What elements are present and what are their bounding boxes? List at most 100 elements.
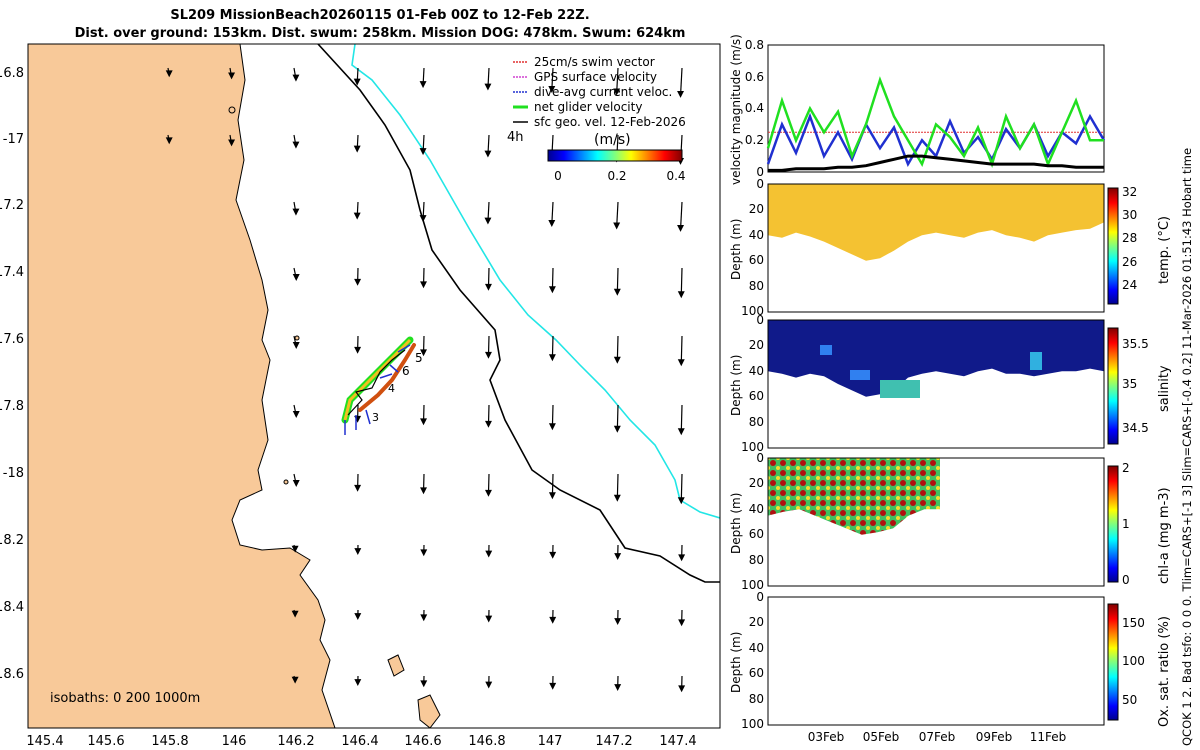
velocity-arrow-head bbox=[420, 549, 428, 557]
depth-tick: 20 bbox=[749, 476, 764, 490]
isobath-1000m bbox=[351, 44, 720, 519]
velocity-arrow bbox=[680, 404, 683, 433]
x-tick: 146.8 bbox=[468, 734, 505, 749]
depth-tick: 60 bbox=[749, 527, 764, 541]
salinity-panel bbox=[767, 319, 1119, 449]
depth-tick: 80 bbox=[749, 279, 764, 293]
y-tick: 17.8 bbox=[0, 399, 24, 414]
velocity-arrow-head bbox=[292, 74, 300, 82]
velocity-arrow-head bbox=[678, 619, 686, 627]
velocity-arrow-head bbox=[353, 212, 361, 220]
cbar-tick: 26 bbox=[1122, 255, 1137, 269]
velocity-panel: 0 0.2 0.4 0.6 0.8 velocity magnitude (m/… bbox=[730, 34, 1106, 185]
track-label-4: 4 bbox=[388, 382, 395, 395]
velocity-arrow-head bbox=[613, 88, 621, 96]
velocity-arrow-head bbox=[484, 83, 492, 91]
date-axis: 03Feb 05Feb 07Feb 09Feb 11Feb bbox=[808, 730, 1067, 744]
velocity-arrow-head bbox=[354, 548, 362, 556]
velocity-arrow-head bbox=[165, 70, 173, 78]
y-tick: 17.6 bbox=[0, 332, 24, 347]
map-frame bbox=[27, 43, 721, 729]
date-tick: 07Feb bbox=[919, 730, 956, 744]
track-label-3: 3 bbox=[372, 411, 379, 424]
track-label-5: 5 bbox=[415, 351, 423, 365]
x-tick: 145.6 bbox=[87, 734, 124, 749]
velocity-arrow-head bbox=[548, 286, 556, 294]
velocity-arrow-head bbox=[484, 217, 492, 225]
glider-track bbox=[341, 336, 416, 435]
speed-colorbar-ticks: 0 0.2 0.4 bbox=[554, 169, 685, 183]
date-tick: 05Feb bbox=[863, 730, 900, 744]
velocity-arrow-head bbox=[291, 610, 299, 618]
depth-tick: 80 bbox=[749, 692, 764, 706]
x-tick: 147.2 bbox=[595, 734, 632, 749]
velocity-arrow-head bbox=[420, 614, 428, 622]
legend-item: sfc geo. vel. 12-Feb-2026 bbox=[534, 115, 686, 129]
temperature-panel bbox=[767, 183, 1119, 313]
depth-tick: 0 bbox=[756, 313, 764, 327]
velocity-arrow-head bbox=[548, 220, 556, 227]
vel-y-tick: 0.6 bbox=[745, 70, 764, 84]
depth-ylabel: Depth (m) bbox=[730, 355, 743, 416]
velocity-arrow-head bbox=[420, 418, 428, 426]
velocity-arrow-head bbox=[484, 489, 492, 497]
depth-tick: 40 bbox=[749, 502, 764, 516]
velocity-arrow-head bbox=[549, 682, 557, 690]
velocity-arrow-head bbox=[614, 618, 622, 626]
velocity-arrow-head bbox=[292, 274, 300, 281]
velocity-arrow-head bbox=[548, 354, 556, 362]
x-tick: 146 bbox=[222, 734, 247, 749]
velocity-arrow-head bbox=[613, 222, 621, 230]
velocity-arrow-head bbox=[419, 215, 427, 223]
vel-y-tick: 0 bbox=[756, 165, 764, 179]
cbar-tick: 50 bbox=[1122, 693, 1137, 707]
velocity-arrow-head bbox=[677, 291, 685, 299]
legend-item: GPS surface velocity bbox=[534, 70, 657, 84]
depth-tick: 100 bbox=[741, 717, 764, 731]
chart-title-line2: Dist. over ground: 153km. Dist. swum: 25… bbox=[74, 26, 686, 41]
date-tick: 09Feb bbox=[976, 730, 1013, 744]
velocity-arrow-head bbox=[354, 484, 362, 492]
velocity-arrow-head bbox=[353, 145, 361, 153]
depth-tick: 40 bbox=[749, 641, 764, 655]
isobath-200m bbox=[317, 44, 720, 583]
depth-tick: 100 bbox=[741, 304, 764, 318]
y-tick: -17 bbox=[3, 132, 24, 147]
cbar-tick: 0.4 bbox=[666, 169, 685, 183]
y-tick: 18.2 bbox=[0, 533, 24, 548]
chart-title-line1: SL209 MissionBeach20260115 01-Feb 00Z to… bbox=[170, 8, 590, 23]
vel-y-tick: 0.2 bbox=[745, 133, 764, 147]
velocity-arrow-head bbox=[419, 81, 427, 89]
velocity-arrow-head bbox=[420, 349, 428, 357]
vel-y-tick: 0.4 bbox=[745, 101, 764, 115]
cbar-tick: 2 bbox=[1122, 461, 1130, 475]
velocity-arrow-head bbox=[354, 613, 362, 621]
depth-ticks: 0 20 40 60 80 100 0 20 40 60 80 100 0 20… bbox=[741, 177, 764, 731]
map-x-axis: 145.4 145.6 145.8 146 146.2 146.4 146.6 … bbox=[26, 734, 696, 749]
depth-tick: 20 bbox=[749, 615, 764, 629]
time-label: 4h bbox=[507, 130, 524, 145]
velocity-arrow-head bbox=[614, 553, 622, 561]
depth-tick: 100 bbox=[741, 440, 764, 454]
vel-y-tick: 0.8 bbox=[745, 38, 764, 52]
velocity-arrow-head bbox=[485, 615, 493, 623]
velocity-arrow-head bbox=[291, 676, 299, 684]
depth-tick: 20 bbox=[749, 338, 764, 352]
velocity-arrow-head bbox=[228, 72, 236, 80]
y-tick: -18 bbox=[3, 466, 24, 481]
series-line bbox=[768, 154, 1104, 172]
y-tick: 17.4 bbox=[0, 265, 24, 280]
velocity-arrow-head bbox=[420, 281, 428, 289]
cbar-label-salinity: salinity bbox=[1157, 365, 1172, 412]
velocity-arrow-head bbox=[613, 425, 621, 433]
velocity-arrow-head bbox=[677, 224, 685, 232]
timeseries-panels: 0 0.2 0.4 0.6 0.8 velocity magnitude (m/… bbox=[730, 34, 1172, 744]
y-tick: 18.6 bbox=[0, 667, 24, 682]
velocity-arrow-head bbox=[549, 616, 557, 624]
speed-colorbar bbox=[547, 149, 683, 162]
chlorophyll-panel bbox=[767, 457, 1119, 587]
oxygen-panel bbox=[767, 596, 1119, 726]
cbar-label-chl: chl-a (mg m-3) bbox=[1157, 487, 1172, 584]
series-line bbox=[766, 76, 1104, 169]
cbar-tick: 34.5 bbox=[1122, 421, 1149, 435]
